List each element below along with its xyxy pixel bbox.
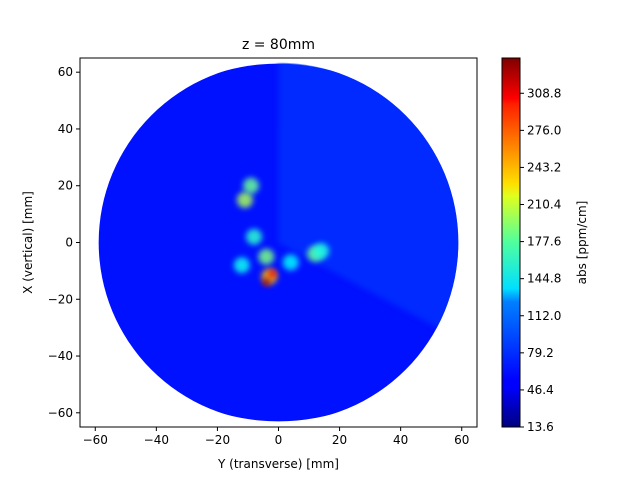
colorbar-label: abs [ppm/cm] bbox=[575, 201, 589, 285]
y-tick-label: 0 bbox=[65, 236, 73, 250]
hotspot-7 bbox=[233, 257, 250, 274]
y-axis-ticks: −60 −40 −20 0 20 40 60 bbox=[48, 65, 80, 420]
x-axis-ticks: −60 −40 −20 0 20 40 60 bbox=[83, 427, 469, 447]
colorbar-ticks: 13.6 46.4 79.2 112.0 144.8 177.6 210.4 243.2 276… bbox=[520, 86, 561, 434]
colorbar-tick-label: 210.4 bbox=[527, 198, 561, 212]
colorbar-tick-label: 243.2 bbox=[527, 160, 561, 174]
colorbar-tick-label: 13.6 bbox=[527, 420, 554, 434]
hotspot-0 bbox=[236, 191, 253, 208]
colorbar-tick-label: 276.0 bbox=[527, 123, 561, 137]
x-tick-label: −60 bbox=[83, 433, 108, 447]
colorbar-tick-label: 46.4 bbox=[527, 383, 554, 397]
hotspot-8 bbox=[282, 254, 299, 271]
y-axis-label: X (vertical) [mm] bbox=[21, 191, 35, 294]
colorbar-tick-label: 112.0 bbox=[527, 309, 561, 323]
absorption-map bbox=[98, 62, 459, 422]
y-tick-label: 60 bbox=[58, 65, 73, 79]
y-tick-label: 40 bbox=[58, 122, 73, 136]
y-tick-label: −20 bbox=[48, 292, 73, 306]
x-tick-label: −20 bbox=[205, 433, 230, 447]
x-tick-label: −40 bbox=[144, 433, 169, 447]
colorbar-tick-label: 308.8 bbox=[527, 86, 561, 100]
chart-title: z = 80mm bbox=[242, 37, 315, 53]
y-tick-label: −40 bbox=[48, 349, 73, 363]
y-tick-label: −60 bbox=[48, 406, 73, 420]
hotspot-1 bbox=[243, 177, 260, 194]
x-tick-label: 0 bbox=[275, 433, 283, 447]
colorbar-tick-label: 144.8 bbox=[527, 272, 561, 286]
x-tick-label: 40 bbox=[393, 433, 408, 447]
hotspot-2 bbox=[246, 228, 263, 245]
hotspot-3 bbox=[258, 248, 275, 265]
upper-right-sector bbox=[278, 62, 459, 350]
y-tick-label: 20 bbox=[58, 179, 73, 193]
x-axis-label: Y (transverse) [mm] bbox=[217, 457, 339, 471]
colorbar bbox=[501, 57, 521, 428]
x-tick-label: 60 bbox=[454, 433, 469, 447]
colorbar-tick-label: 177.6 bbox=[527, 235, 561, 249]
hotspot-5 bbox=[262, 278, 271, 287]
x-tick-label: 20 bbox=[332, 433, 347, 447]
hotspot-6 bbox=[268, 269, 277, 278]
hotspot-10 bbox=[313, 243, 330, 260]
colorbar-tick-label: 79.2 bbox=[527, 346, 554, 360]
